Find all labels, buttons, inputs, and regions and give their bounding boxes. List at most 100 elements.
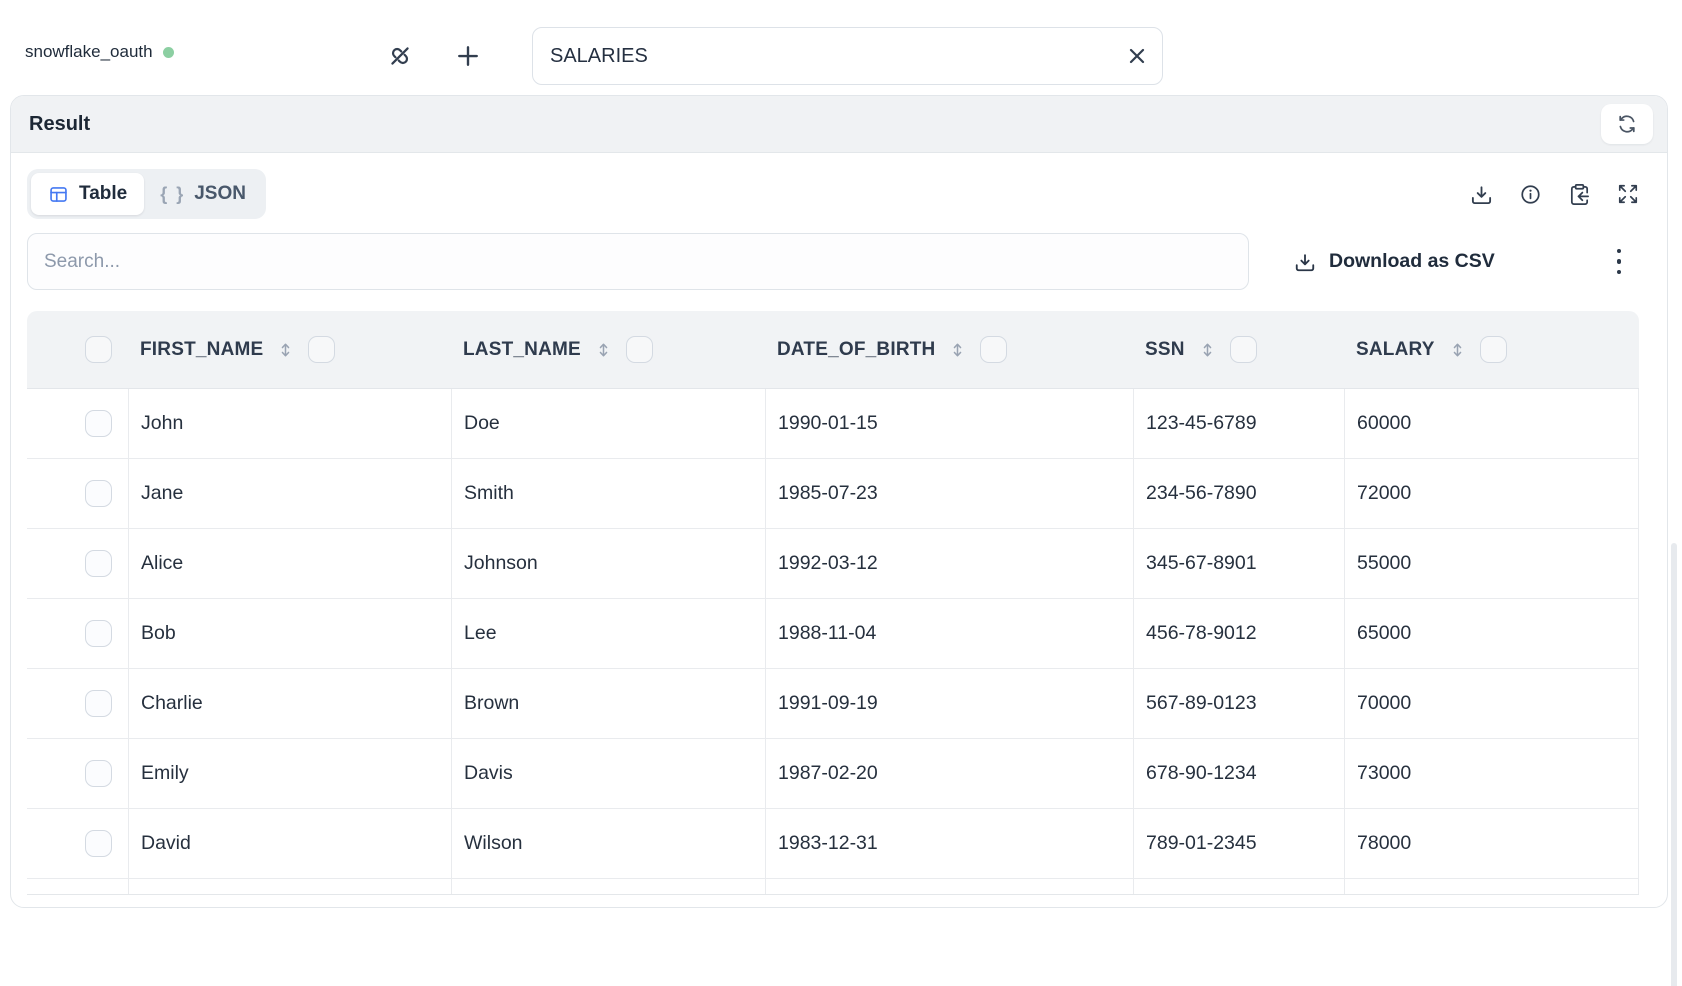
select-all-checkbox[interactable] bbox=[85, 336, 112, 363]
result-panel: Result bbox=[10, 95, 1677, 986]
column-header-label: SALARY bbox=[1356, 338, 1435, 360]
row-checkbox[interactable] bbox=[85, 830, 112, 857]
sort-icon[interactable] bbox=[1448, 340, 1467, 360]
table-cell: 789-01-2345 bbox=[1133, 809, 1344, 878]
column-checkbox[interactable] bbox=[625, 336, 653, 363]
sort-icon[interactable] bbox=[594, 340, 613, 360]
cell-value: 456-78-9012 bbox=[1146, 622, 1257, 644]
row-select-cell bbox=[27, 669, 128, 738]
download-csv-button[interactable]: Download as CSV bbox=[1294, 250, 1495, 273]
cell-value: Smith bbox=[464, 482, 514, 504]
row-checkbox[interactable] bbox=[85, 480, 112, 507]
close-icon bbox=[1129, 48, 1145, 64]
connection-chip[interactable]: snowflake_oauth bbox=[25, 42, 174, 62]
sort-icon[interactable] bbox=[276, 340, 295, 360]
table-cell: 1988-11-04 bbox=[765, 599, 1133, 668]
table-cell bbox=[1344, 879, 1639, 894]
download-icon bbox=[1295, 253, 1315, 271]
info-button[interactable] bbox=[1517, 181, 1543, 207]
column-header[interactable]: FIRST_NAME bbox=[128, 311, 451, 388]
cell-value: 72000 bbox=[1357, 482, 1412, 504]
cell-value: 1988-11-04 bbox=[778, 622, 877, 644]
table-name-input[interactable] bbox=[532, 27, 1163, 85]
table-row bbox=[27, 879, 1639, 894]
row-checkbox[interactable] bbox=[85, 760, 112, 787]
cell-value: Emily bbox=[141, 762, 189, 784]
table-cell: 345-67-8901 bbox=[1133, 529, 1344, 598]
view-tabs: Table { } JSON bbox=[27, 169, 266, 219]
sort-icon[interactable] bbox=[948, 340, 967, 360]
row-checkbox[interactable] bbox=[85, 410, 112, 437]
column-header[interactable]: LAST_NAME bbox=[451, 311, 765, 388]
more-options-button[interactable] bbox=[1613, 245, 1626, 279]
column-header-label: FIRST_NAME bbox=[140, 338, 264, 360]
table-cell: 1992-03-12 bbox=[765, 529, 1133, 598]
table-cell: 65000 bbox=[1344, 599, 1639, 668]
cell-value: Davis bbox=[464, 762, 513, 784]
download-icon bbox=[1471, 185, 1491, 204]
braces-icon: { } bbox=[160, 183, 186, 204]
result-action-icons bbox=[1468, 181, 1651, 207]
expand-button[interactable] bbox=[1615, 181, 1641, 207]
download-button[interactable] bbox=[1468, 181, 1494, 207]
column-header-label: DATE_OF_BIRTH bbox=[777, 338, 936, 360]
table-cell: 1985-07-23 bbox=[765, 459, 1133, 528]
row-select-cell bbox=[27, 389, 128, 458]
tab-json-label: JSON bbox=[194, 183, 246, 204]
search-input[interactable] bbox=[27, 233, 1249, 290]
table-cell: Jane bbox=[128, 459, 451, 528]
table-cell: 678-90-1234 bbox=[1133, 739, 1344, 808]
disconnect-button[interactable] bbox=[384, 40, 416, 72]
result-panel-body: Table { } JSON bbox=[11, 153, 1677, 986]
row-checkbox[interactable] bbox=[85, 690, 112, 717]
column-header[interactable]: SSN bbox=[1133, 311, 1344, 388]
table-cell: 78000 bbox=[1344, 809, 1639, 878]
table-cell: 123-45-6789 bbox=[1133, 389, 1344, 458]
cell-value: 1992-03-12 bbox=[778, 552, 878, 574]
cell-value: Bob bbox=[141, 622, 176, 644]
column-checkbox[interactable] bbox=[980, 336, 1008, 363]
table-cell: 1990-01-15 bbox=[765, 389, 1133, 458]
connection-name: snowflake_oauth bbox=[25, 42, 153, 61]
row-checkbox[interactable] bbox=[85, 620, 112, 647]
row-select-cell bbox=[27, 879, 128, 894]
row-select-cell bbox=[27, 529, 128, 598]
column-checkbox[interactable] bbox=[1229, 336, 1257, 363]
table-cell: Bob bbox=[128, 599, 451, 668]
clear-input-button[interactable] bbox=[1123, 42, 1151, 70]
connection-status-dot bbox=[162, 46, 174, 58]
cell-value: Johnson bbox=[464, 552, 538, 574]
tab-json[interactable]: { } JSON bbox=[144, 173, 262, 215]
tab-table-label: Table bbox=[79, 183, 128, 204]
column-checkbox[interactable] bbox=[308, 336, 336, 363]
table-cell: 1983-12-31 bbox=[765, 809, 1133, 878]
column-checkbox[interactable] bbox=[1479, 336, 1507, 363]
table-cell: 55000 bbox=[1344, 529, 1639, 598]
row-select-cell bbox=[27, 599, 128, 668]
vertical-scrollbar[interactable] bbox=[1671, 543, 1677, 986]
column-header[interactable]: DATE_OF_BIRTH bbox=[765, 311, 1133, 388]
table-row: Charlie Brown 1991-09-19 567-89-0123 70000 bbox=[27, 669, 1639, 739]
cell-value: 65000 bbox=[1357, 622, 1412, 644]
tab-table[interactable]: Table bbox=[31, 173, 145, 215]
expand-icon bbox=[1618, 184, 1638, 204]
row-select-cell bbox=[27, 809, 128, 878]
panel-title: Result bbox=[29, 112, 91, 135]
sort-icon[interactable] bbox=[1198, 340, 1217, 360]
refresh-button[interactable] bbox=[1601, 104, 1653, 144]
row-checkbox[interactable] bbox=[85, 550, 112, 577]
add-tab-button[interactable] bbox=[452, 40, 484, 72]
cell-value: 78000 bbox=[1357, 832, 1412, 854]
info-icon bbox=[1520, 184, 1540, 204]
copy-to-clipboard-button[interactable] bbox=[1566, 181, 1592, 207]
cell-value: 1991-09-19 bbox=[778, 692, 878, 714]
table-cell: Charlie bbox=[128, 669, 451, 738]
table-name-field-wrap bbox=[532, 27, 1163, 85]
column-header[interactable]: SALARY bbox=[1344, 311, 1639, 388]
table-row: Bob Lee 1988-11-04 456-78-9012 65000 bbox=[27, 599, 1639, 669]
cell-value: 567-89-0123 bbox=[1146, 692, 1257, 714]
view-switcher-row: Table { } JSON bbox=[27, 169, 1651, 219]
table-cell bbox=[451, 879, 765, 894]
table-cell: David bbox=[128, 809, 451, 878]
